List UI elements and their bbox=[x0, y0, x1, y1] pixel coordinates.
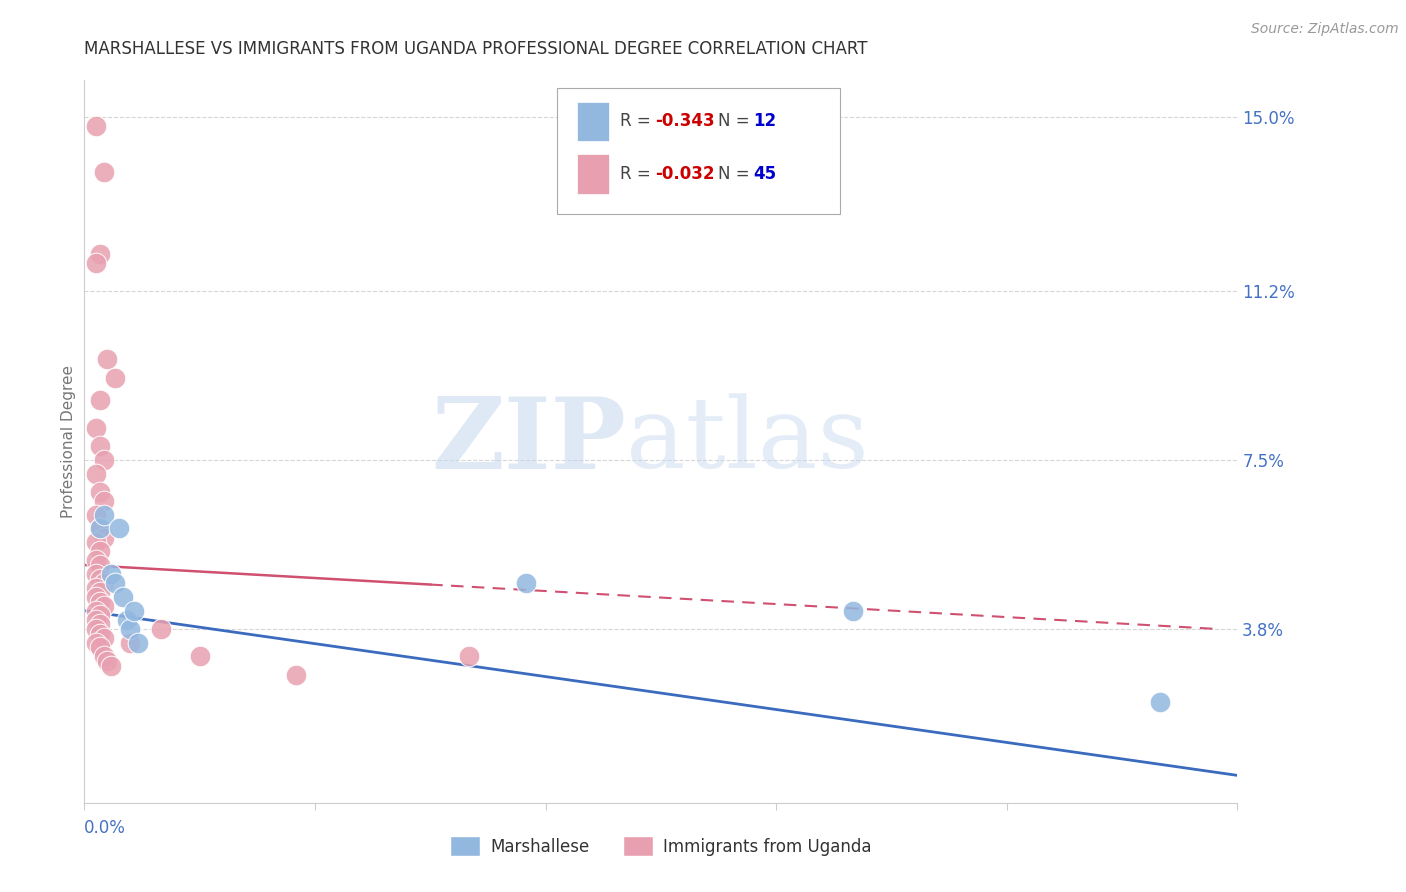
Y-axis label: Professional Degree: Professional Degree bbox=[60, 365, 76, 518]
Point bbox=[104, 370, 127, 384]
Point bbox=[100, 658, 122, 673]
FancyBboxPatch shape bbox=[557, 87, 839, 214]
Point bbox=[84, 613, 107, 627]
Point bbox=[89, 484, 111, 499]
Text: Source: ZipAtlas.com: Source: ZipAtlas.com bbox=[1251, 22, 1399, 37]
Point bbox=[111, 590, 134, 604]
FancyBboxPatch shape bbox=[576, 154, 609, 194]
Point bbox=[93, 576, 115, 591]
Point bbox=[120, 622, 142, 636]
Point bbox=[96, 352, 118, 367]
Point bbox=[93, 453, 115, 467]
Point bbox=[89, 439, 111, 453]
Point bbox=[84, 256, 107, 270]
Point bbox=[93, 508, 115, 522]
Point bbox=[84, 567, 107, 582]
Point bbox=[89, 544, 111, 558]
Point bbox=[89, 594, 111, 608]
Point bbox=[89, 572, 111, 586]
Point bbox=[93, 494, 115, 508]
Point bbox=[84, 467, 107, 481]
Text: 12: 12 bbox=[754, 112, 776, 130]
Point bbox=[89, 521, 111, 535]
Point bbox=[1149, 695, 1171, 709]
Text: R =: R = bbox=[620, 165, 657, 183]
Point bbox=[84, 622, 107, 636]
Point bbox=[84, 604, 107, 618]
Point bbox=[120, 636, 142, 650]
Point bbox=[104, 576, 127, 591]
Point bbox=[127, 636, 149, 650]
FancyBboxPatch shape bbox=[576, 102, 609, 141]
Text: 45: 45 bbox=[754, 165, 776, 183]
Point bbox=[93, 531, 115, 545]
Point bbox=[89, 247, 111, 261]
Point bbox=[84, 508, 107, 522]
Text: N =: N = bbox=[718, 112, 755, 130]
Point bbox=[93, 165, 115, 179]
Point bbox=[100, 567, 122, 582]
Point bbox=[84, 535, 107, 549]
Point bbox=[89, 558, 111, 572]
Point bbox=[84, 119, 107, 133]
Text: R =: R = bbox=[620, 112, 657, 130]
Text: atlas: atlas bbox=[626, 393, 869, 490]
Point bbox=[89, 521, 111, 535]
Point bbox=[188, 649, 211, 664]
Point bbox=[93, 631, 115, 645]
Point bbox=[89, 393, 111, 408]
Point bbox=[84, 553, 107, 567]
Point bbox=[150, 622, 173, 636]
Point bbox=[115, 613, 138, 627]
Text: -0.343: -0.343 bbox=[655, 112, 714, 130]
Point bbox=[124, 604, 146, 618]
Point bbox=[84, 636, 107, 650]
Text: N =: N = bbox=[718, 165, 755, 183]
Point bbox=[84, 581, 107, 595]
Point bbox=[84, 590, 107, 604]
Text: 0.0%: 0.0% bbox=[84, 819, 127, 837]
Text: MARSHALLESE VS IMMIGRANTS FROM UGANDA PROFESSIONAL DEGREE CORRELATION CHART: MARSHALLESE VS IMMIGRANTS FROM UGANDA PR… bbox=[84, 40, 868, 58]
Point bbox=[108, 521, 131, 535]
Point bbox=[457, 649, 479, 664]
Point bbox=[842, 604, 865, 618]
Text: ZIP: ZIP bbox=[432, 393, 626, 490]
Point bbox=[84, 421, 107, 435]
Text: -0.032: -0.032 bbox=[655, 165, 714, 183]
Point bbox=[89, 640, 111, 655]
Point bbox=[284, 667, 307, 681]
Point bbox=[93, 649, 115, 664]
Point bbox=[89, 608, 111, 623]
Point bbox=[96, 654, 118, 668]
Point bbox=[93, 599, 115, 614]
Point bbox=[89, 626, 111, 640]
Point bbox=[515, 576, 537, 591]
Point bbox=[89, 617, 111, 632]
Point bbox=[89, 585, 111, 599]
Legend: Marshallese, Immigrants from Uganda: Marshallese, Immigrants from Uganda bbox=[444, 830, 877, 863]
